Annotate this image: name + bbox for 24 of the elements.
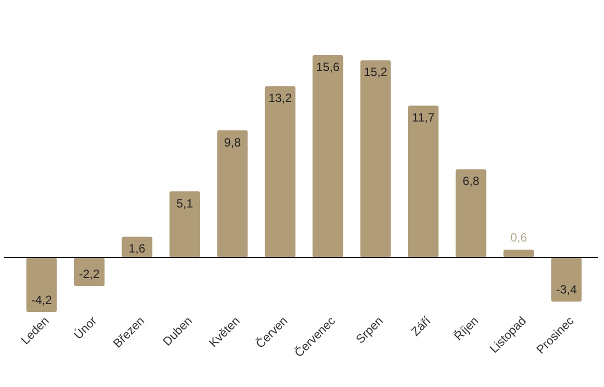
bar [551,257,582,302]
bar [360,60,391,258]
data-label: -3,4 [556,282,578,297]
data-label: 11,7 [412,110,435,125]
data-label: 15,6 [316,60,340,74]
data-label: -2,2 [78,267,100,282]
bar [264,86,296,258]
data-label: 13,2 [268,91,292,106]
data-label: -4,2 [31,293,52,307]
data-label: 1,6 [128,242,146,256]
data-label: 0,6 [510,230,528,245]
bar [503,250,534,258]
bar [74,257,105,286]
bar [408,106,439,258]
bar [456,169,486,258]
data-label: 9,8 [224,135,242,150]
bar [122,236,152,258]
bar [312,55,344,258]
bar [169,191,200,258]
data-label: 6,8 [462,174,480,188]
bar [217,130,248,258]
data-label: 5,1 [176,196,194,210]
data-label: 15,2 [364,65,388,80]
bar [26,257,57,312]
